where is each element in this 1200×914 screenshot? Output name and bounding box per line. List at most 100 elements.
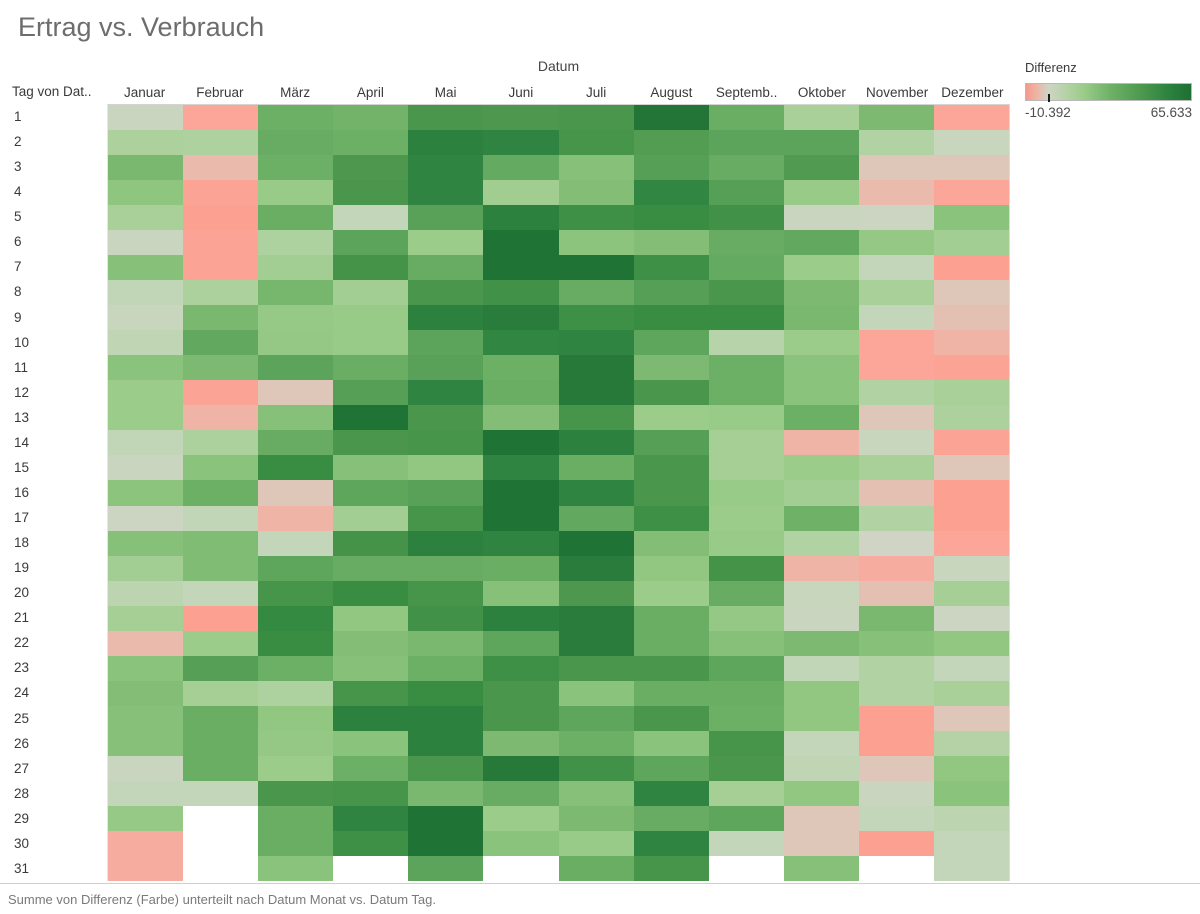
heatmap-cell[interactable] <box>258 305 334 331</box>
heatmap-cell[interactable] <box>483 755 559 781</box>
heatmap-cell[interactable] <box>183 555 259 581</box>
heatmap-cell[interactable] <box>408 280 484 306</box>
heatmap-cell[interactable] <box>108 530 184 556</box>
heatmap-cell[interactable] <box>633 255 709 281</box>
heatmap-cell[interactable] <box>483 380 559 406</box>
heatmap-cell[interactable] <box>333 355 409 381</box>
heatmap-cell[interactable] <box>633 505 709 531</box>
heatmap-cell[interactable] <box>858 355 934 381</box>
heatmap-cell[interactable] <box>558 755 634 781</box>
heatmap-cell[interactable] <box>633 855 709 881</box>
heatmap-cell[interactable] <box>108 455 184 481</box>
heatmap-cell[interactable] <box>408 580 484 606</box>
heatmap-cell[interactable] <box>633 155 709 181</box>
heatmap-cell[interactable] <box>558 305 634 331</box>
heatmap-cell[interactable] <box>483 405 559 431</box>
heatmap-cell[interactable] <box>708 330 784 356</box>
heatmap-cell[interactable] <box>258 280 334 306</box>
heatmap-cell[interactable] <box>258 230 334 256</box>
heatmap-cell[interactable] <box>858 680 934 706</box>
heatmap-cell[interactable] <box>258 855 334 881</box>
row-label-24[interactable]: 24 <box>14 685 30 701</box>
heatmap-cell[interactable] <box>258 830 334 856</box>
heatmap-cell[interactable] <box>558 605 634 631</box>
heatmap-cell[interactable] <box>933 755 1009 781</box>
heatmap-cell[interactable] <box>408 255 484 281</box>
heatmap-cell[interactable] <box>483 555 559 581</box>
heatmap-cell[interactable] <box>108 680 184 706</box>
heatmap-cell[interactable] <box>933 705 1009 731</box>
heatmap-cell[interactable] <box>708 480 784 506</box>
heatmap-cell[interactable] <box>858 830 934 856</box>
heatmap-cell[interactable] <box>558 680 634 706</box>
heatmap-cell[interactable] <box>483 430 559 456</box>
heatmap-cell[interactable] <box>858 480 934 506</box>
heatmap-cell[interactable] <box>783 705 859 731</box>
row-label-20[interactable]: 20 <box>14 585 30 601</box>
heatmap-cell[interactable] <box>708 705 784 731</box>
row-label-25[interactable]: 25 <box>14 710 30 726</box>
heatmap-cell[interactable] <box>633 705 709 731</box>
heatmap-cell[interactable] <box>183 280 259 306</box>
heatmap-cell[interactable] <box>183 330 259 356</box>
heatmap-cell[interactable] <box>558 830 634 856</box>
heatmap-cell[interactable] <box>108 180 184 206</box>
heatmap-cell[interactable] <box>483 705 559 731</box>
heatmap-cell[interactable] <box>708 830 784 856</box>
heatmap-cell[interactable] <box>108 255 184 281</box>
heatmap-cell[interactable] <box>708 655 784 681</box>
heatmap-cell[interactable] <box>633 755 709 781</box>
heatmap-cell[interactable] <box>558 280 634 306</box>
row-label-18[interactable]: 18 <box>14 535 30 551</box>
heatmap-cell[interactable] <box>558 430 634 456</box>
heatmap-cell[interactable] <box>408 805 484 831</box>
heatmap-cell[interactable] <box>558 130 634 156</box>
heatmap-cell[interactable] <box>258 405 334 431</box>
heatmap-cell[interactable] <box>408 205 484 231</box>
heatmap-cell[interactable] <box>558 730 634 756</box>
row-label-30[interactable]: 30 <box>14 835 30 851</box>
heatmap-cell[interactable] <box>333 280 409 306</box>
heatmap-cell[interactable] <box>483 680 559 706</box>
heatmap-cell[interactable] <box>783 780 859 806</box>
heatmap-cell[interactable] <box>408 630 484 656</box>
heatmap-cell[interactable] <box>708 380 784 406</box>
heatmap-cell[interactable] <box>183 130 259 156</box>
heatmap-cell[interactable] <box>258 705 334 731</box>
row-label-3[interactable]: 3 <box>14 159 22 175</box>
heatmap-cell[interactable] <box>333 380 409 406</box>
heatmap-cell[interactable] <box>858 505 934 531</box>
heatmap-cell[interactable] <box>333 230 409 256</box>
row-label-11[interactable]: 11 <box>14 359 29 375</box>
heatmap-cell[interactable] <box>783 855 859 881</box>
heatmap-cell[interactable] <box>783 205 859 231</box>
heatmap-cell[interactable] <box>408 130 484 156</box>
heatmap-cell[interactable] <box>783 130 859 156</box>
heatmap-cell[interactable] <box>708 680 784 706</box>
heatmap-cell[interactable] <box>933 105 1009 131</box>
heatmap-cell[interactable] <box>783 830 859 856</box>
heatmap-cell[interactable] <box>483 830 559 856</box>
heatmap-cell[interactable] <box>933 405 1009 431</box>
heatmap-cell[interactable] <box>183 630 259 656</box>
heatmap-cell[interactable] <box>258 655 334 681</box>
row-label-4[interactable]: 4 <box>14 184 22 200</box>
heatmap-cell[interactable] <box>183 205 259 231</box>
heatmap-cell[interactable] <box>858 255 934 281</box>
heatmap-cell[interactable] <box>783 455 859 481</box>
heatmap-cell[interactable] <box>858 730 934 756</box>
row-label-31[interactable]: 31 <box>14 860 30 876</box>
heatmap-cell[interactable] <box>333 330 409 356</box>
heatmap-cell[interactable] <box>258 805 334 831</box>
column-header-3[interactable]: März <box>280 85 311 100</box>
heatmap-cell[interactable] <box>933 130 1009 156</box>
heatmap-cell[interactable] <box>633 355 709 381</box>
heatmap-cell[interactable] <box>633 555 709 581</box>
heatmap-cell[interactable] <box>108 805 184 831</box>
heatmap-cell[interactable] <box>408 330 484 356</box>
heatmap-cell[interactable] <box>858 230 934 256</box>
heatmap-cell[interactable] <box>258 755 334 781</box>
heatmap-cell[interactable] <box>783 155 859 181</box>
row-label-27[interactable]: 27 <box>14 760 30 776</box>
heatmap-cell[interactable] <box>933 205 1009 231</box>
